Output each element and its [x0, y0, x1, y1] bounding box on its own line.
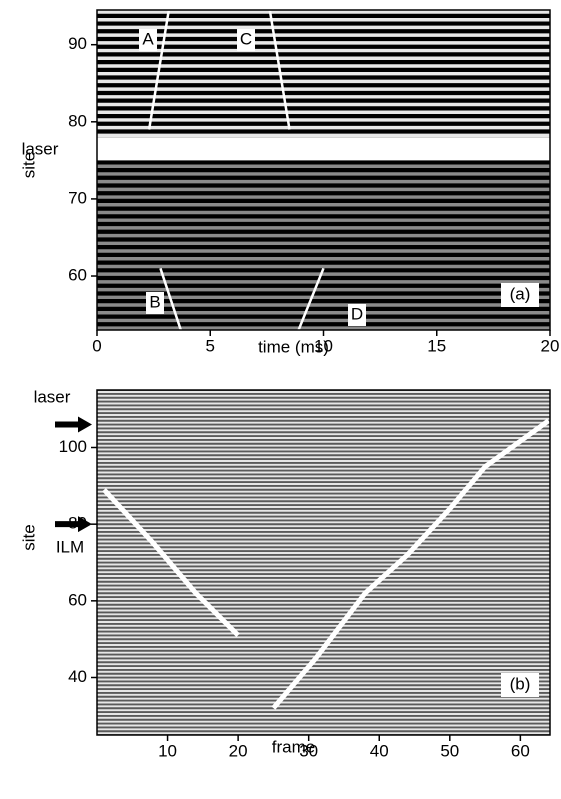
y-tick-label: 100 [59, 437, 87, 456]
annotation-bg [237, 29, 255, 51]
x-tick-label: 50 [440, 741, 459, 760]
front-line [159, 267, 182, 330]
annotation-bg [146, 292, 164, 314]
plot-area [97, 10, 550, 330]
front-line [147, 10, 171, 130]
annotation: B [149, 292, 160, 311]
panel-label: (b) [510, 674, 531, 693]
annotation: C [240, 29, 252, 48]
y-tick-label: 90 [68, 34, 87, 53]
panel-label: (a) [510, 284, 531, 303]
x-tick-label: 30 [299, 741, 318, 760]
x-tick-label: 20 [541, 336, 560, 355]
y-tick-label: 80 [68, 111, 87, 130]
x-axis-label: frame [272, 737, 315, 756]
annotation: laser [22, 139, 59, 158]
annotation-bg [348, 304, 366, 326]
arrow [55, 416, 92, 433]
x-tick-label: 5 [206, 336, 215, 355]
arrow [55, 516, 92, 533]
x-tick-label: 40 [370, 741, 389, 760]
background [97, 10, 550, 330]
x-tick-label: 60 [511, 741, 530, 760]
x-tick-label: 20 [229, 741, 248, 760]
annotation: D [351, 304, 363, 323]
trace [102, 487, 240, 638]
laser-band [97, 137, 550, 161]
x-tick-label: 10 [314, 336, 333, 355]
y-tick-label: 60 [68, 266, 87, 285]
annotation: laser [34, 387, 71, 406]
x-tick-label: 15 [427, 336, 446, 355]
x-tick-label: 0 [92, 336, 101, 355]
annotation: ILM [56, 537, 84, 556]
annotation: A [142, 29, 154, 48]
panel-label-bg [501, 283, 539, 307]
x-axis-label: time (ms) [258, 337, 329, 356]
y-axis-label: site [19, 524, 38, 550]
y-tick-label: 70 [68, 188, 87, 207]
y-axis-label: site [19, 152, 38, 178]
y-tick-label: 80 [68, 514, 87, 533]
y-tick-label: 40 [68, 667, 87, 686]
front-line [268, 10, 291, 130]
x-tick-label: 10 [158, 741, 177, 760]
front-line [297, 267, 325, 330]
plot-area [97, 390, 550, 735]
frame [96, 389, 551, 736]
y-tick-label: 60 [68, 590, 87, 609]
annotation-bg [139, 29, 157, 51]
panel-label-bg [501, 673, 539, 697]
trace [271, 418, 550, 710]
